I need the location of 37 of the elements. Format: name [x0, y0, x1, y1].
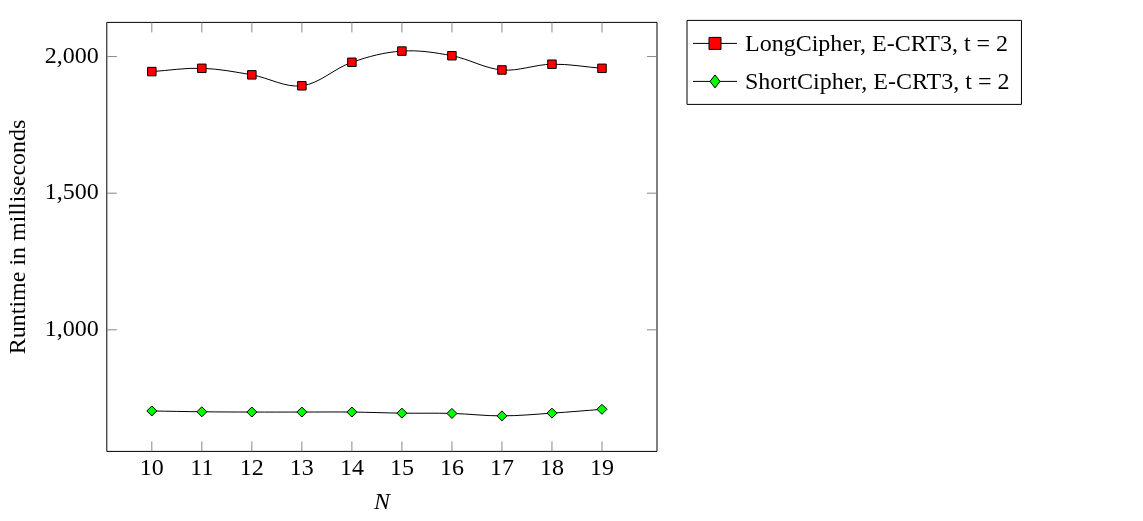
point	[247, 70, 257, 80]
x-tick-label: 17	[489, 454, 514, 481]
x-tick-label: 19	[589, 454, 614, 481]
y-tick-label: 1,000	[44, 315, 99, 342]
point	[447, 50, 457, 61]
y-tick-label: 1,500	[44, 178, 99, 205]
x-tick-label: 10	[139, 454, 164, 481]
point	[597, 63, 607, 74]
y-axis-title: Runtime in milliseconds	[3, 119, 30, 355]
x-axis-title: N	[372, 487, 392, 514]
point	[346, 406, 358, 418]
point	[547, 59, 557, 69]
x-tick-label: 12	[239, 454, 264, 481]
point	[297, 81, 307, 91]
point	[596, 403, 608, 415]
x-tick-label: 13	[289, 454, 314, 481]
point	[147, 66, 157, 77]
point	[397, 46, 407, 56]
x-tick-label: 16	[439, 454, 464, 481]
legend-label: LongCipher, E-CRT3, t = 2	[745, 29, 1009, 56]
x-tick-label: 11	[190, 454, 214, 481]
x-tick-label: 15	[389, 454, 414, 481]
point	[396, 407, 408, 419]
point	[246, 406, 258, 418]
point	[146, 405, 158, 417]
y-tick-label: 2,000	[44, 41, 99, 68]
x-tick-label: 18	[539, 454, 564, 481]
point	[496, 410, 508, 422]
point	[347, 57, 357, 68]
point	[197, 63, 207, 74]
point	[497, 65, 507, 75]
point	[446, 407, 458, 419]
x-tick-label: 14	[339, 454, 364, 481]
legend-label: ShortCipher, E-CRT3, t = 2	[745, 67, 1010, 94]
point	[296, 406, 308, 418]
point	[546, 407, 558, 419]
point	[196, 406, 208, 418]
